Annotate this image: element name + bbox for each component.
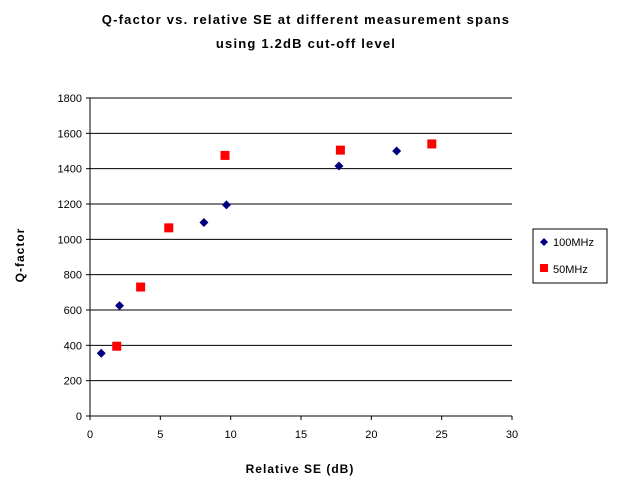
y-tick-label: 200 [64,376,82,388]
y-tick-label: 1400 [58,164,82,176]
y-axis-label: Q-factor [13,228,27,283]
data-point-50mhz [220,150,230,160]
x-axis-label: Relative SE (dB) [246,462,355,476]
x-tick-label: 30 [506,429,518,441]
x-tick-label: 5 [157,429,163,441]
y-tick-label: 400 [64,340,82,352]
axes [86,97,513,420]
x-tick-label: 0 [87,429,93,441]
data-points [96,139,437,358]
y-tick-label: 0 [76,411,82,423]
legend-marker-50mhz [540,264,548,272]
x-tick-label: 25 [436,429,448,441]
x-tick-label: 15 [295,429,307,441]
y-tick-labels: 0 200 400 600 800 1000 1200 1400 1600 1800 [58,93,82,423]
data-point-100mhz [334,161,344,171]
x-tick-label: 10 [225,429,237,441]
legend-label-100mhz: 100MHz [553,237,594,249]
data-point-100mhz [221,200,231,210]
data-point-50mhz [136,282,146,292]
data-point-50mhz [112,341,122,351]
y-tick-label: 1200 [58,199,82,211]
legend-label-50mhz: 50MHz [553,264,588,276]
legend-marker-100mhz [540,238,548,246]
x-tick-label: 20 [365,429,377,441]
data-point-100mhz [96,348,106,358]
chart-title-line1: Q-factor vs. relative SE at different me… [102,12,510,27]
data-point-50mhz [427,139,437,149]
data-point-50mhz [335,145,345,155]
data-point-50mhz [164,223,174,233]
data-point-100mhz [392,146,402,156]
data-point-100mhz [115,301,125,311]
y-tick-label: 1000 [58,234,82,246]
y-tick-label: 600 [64,305,82,317]
data-point-100mhz [199,218,209,228]
grid-lines [90,97,512,382]
legend-box [532,228,608,284]
x-tick-labels: 0 5 10 15 20 25 30 [87,429,518,441]
y-tick-label: 1800 [58,93,82,105]
y-tick-label: 1600 [58,128,82,140]
y-tick-label: 800 [64,270,82,282]
chart-title-line2: using 1.2dB cut-off level [216,36,396,51]
legend: 100MHz 50MHz [532,228,608,284]
